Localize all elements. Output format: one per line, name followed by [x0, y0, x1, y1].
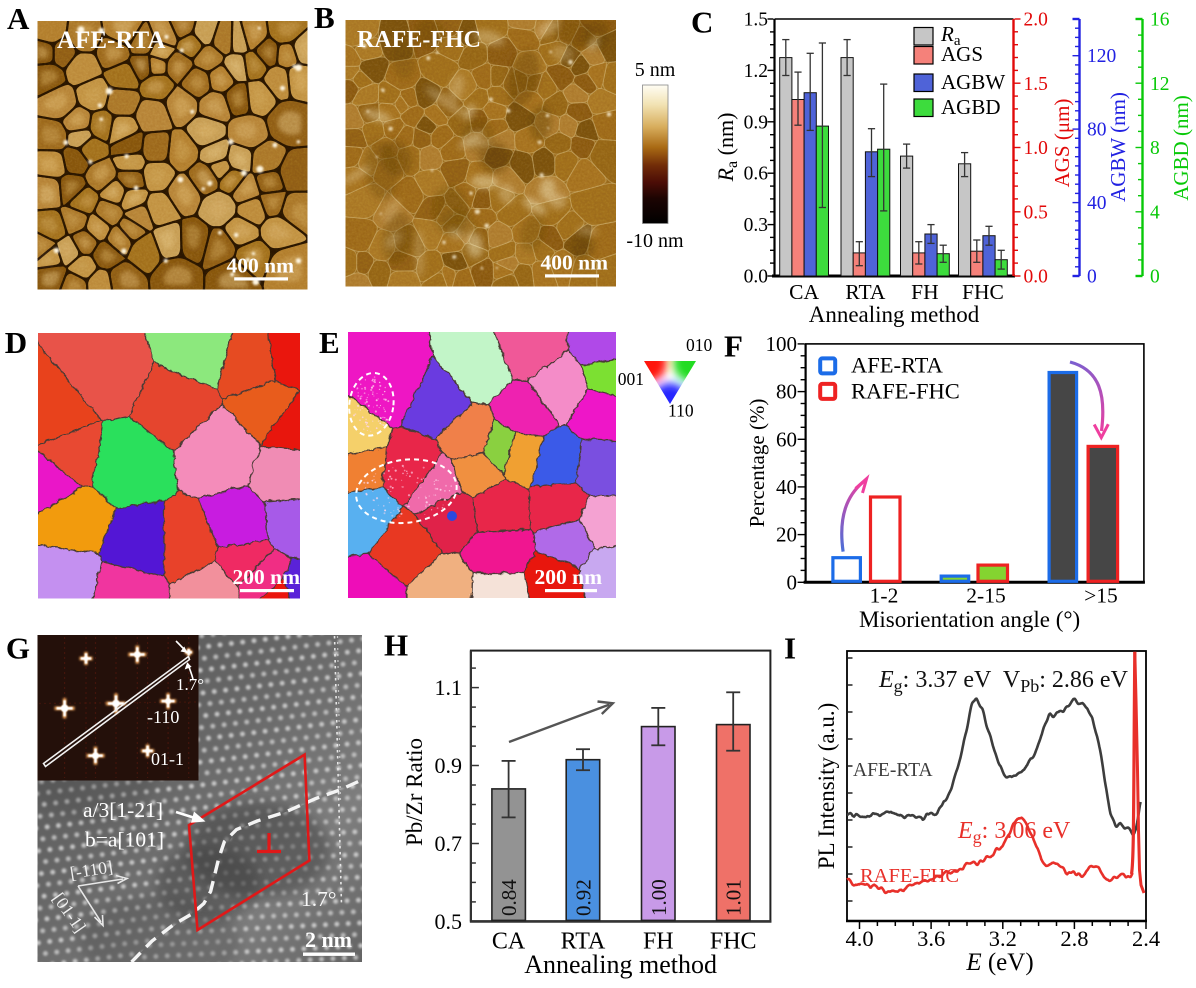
svg-text:1.00: 1.00	[647, 879, 671, 916]
svg-text:1.2: 1.2	[744, 61, 768, 82]
svg-text:Annealing method: Annealing method	[809, 302, 980, 327]
svg-text:AGS (μm): AGS (μm)	[1050, 99, 1074, 188]
svg-text:FHC: FHC	[962, 280, 1004, 304]
svg-text:FH: FH	[643, 929, 674, 955]
svg-text:RAFE-FHC: RAFE-FHC	[851, 379, 960, 404]
svg-text:2 nm: 2 nm	[305, 927, 352, 952]
svg-text:0.7: 0.7	[435, 831, 463, 856]
svg-text:C: C	[691, 5, 713, 40]
svg-text:010: 010	[686, 335, 713, 355]
svg-text:Pb/Zr Ratio: Pb/Zr Ratio	[402, 738, 427, 846]
svg-text:01-1: 01-1	[151, 749, 184, 769]
svg-text:RTA: RTA	[561, 929, 606, 955]
svg-text:Eg: 3.06 eV: Eg: 3.06 eV	[957, 818, 1071, 847]
svg-text:200 nm: 200 nm	[535, 565, 603, 589]
svg-text:200 nm: 200 nm	[233, 565, 301, 589]
svg-text:2.4: 2.4	[1132, 926, 1160, 951]
svg-text:0.0: 0.0	[1024, 267, 1048, 288]
svg-text:80: 80	[1087, 120, 1107, 141]
svg-text:0.84: 0.84	[497, 879, 521, 916]
svg-text:Annealing method: Annealing method	[524, 950, 717, 979]
svg-text:AFE-RTA: AFE-RTA	[57, 27, 165, 54]
svg-text:4.0: 4.0	[845, 926, 873, 951]
svg-text:1.7°: 1.7°	[301, 887, 336, 911]
svg-text:40: 40	[776, 475, 797, 499]
svg-text:0: 0	[1150, 267, 1160, 288]
svg-text:120: 120	[1087, 46, 1116, 67]
svg-text:AGS: AGS	[941, 42, 983, 66]
svg-text:a/3[1-21]: a/3[1-21]	[83, 798, 163, 822]
svg-text:0.9: 0.9	[435, 753, 463, 778]
svg-text:AGBD: AGBD	[941, 95, 1001, 119]
svg-text:0.5: 0.5	[435, 909, 463, 934]
svg-text:1.0: 1.0	[1024, 138, 1048, 159]
svg-text:001: 001	[618, 369, 644, 389]
svg-text:16: 16	[1150, 10, 1170, 31]
svg-text:0.0: 0.0	[744, 267, 768, 288]
svg-text:H: H	[384, 628, 408, 663]
svg-text:60: 60	[776, 427, 797, 451]
svg-text:Ra: Ra	[940, 22, 961, 49]
svg-text:A: A	[7, 1, 30, 36]
svg-text:1.5: 1.5	[744, 10, 768, 31]
svg-text:3.2: 3.2	[989, 926, 1017, 951]
svg-text:0.92: 0.92	[572, 879, 596, 916]
svg-text:D: D	[5, 325, 27, 360]
svg-text:5 nm: 5 nm	[635, 59, 676, 81]
svg-text:E: E	[319, 325, 340, 360]
svg-text:1.1: 1.1	[435, 675, 463, 700]
svg-text:1.01: 1.01	[722, 879, 746, 916]
svg-text:0.5: 0.5	[1024, 202, 1048, 223]
svg-text:G: G	[6, 631, 30, 666]
svg-text:-10 nm: -10 nm	[626, 230, 684, 252]
svg-text:80: 80	[776, 380, 797, 404]
svg-text:4: 4	[1150, 202, 1160, 223]
svg-text:2.8: 2.8	[1060, 926, 1088, 951]
svg-text:CA: CA	[789, 280, 819, 304]
svg-text:110: 110	[668, 401, 694, 421]
svg-text:Eg: 3.37 eV VPb: 2.86 eV: Eg: 3.37 eV VPb: 2.86 eV	[878, 667, 1129, 696]
svg-text:CA: CA	[492, 929, 526, 955]
svg-text:1-2: 1-2	[870, 584, 899, 608]
svg-text:E (eV): E (eV)	[965, 949, 1033, 976]
svg-text:AGBW: AGBW	[941, 70, 1005, 94]
svg-text:1.5: 1.5	[1024, 74, 1048, 95]
svg-text:Ra (nm): Ra (nm)	[713, 113, 741, 183]
svg-text:2.0: 2.0	[1024, 10, 1048, 31]
svg-text:3.6: 3.6	[917, 926, 945, 951]
svg-text:Misorientation angle (°): Misorientation angle (°)	[859, 607, 1080, 632]
svg-text:40: 40	[1087, 193, 1107, 214]
svg-text:F: F	[724, 329, 743, 364]
svg-text:RAFE-FHC: RAFE-FHC	[860, 865, 959, 887]
svg-text:PL Intensity (a.u.): PL Intensity (a.u.)	[814, 703, 839, 870]
svg-text:20: 20	[776, 523, 797, 547]
svg-text:I: I	[784, 631, 796, 666]
svg-text:Percentage (%): Percentage (%)	[745, 399, 769, 528]
svg-text:B: B	[314, 0, 335, 35]
svg-text:400 nm: 400 nm	[541, 251, 609, 275]
svg-text:AGBD (nm): AGBD (nm)	[1169, 95, 1193, 201]
svg-text:12: 12	[1150, 74, 1170, 95]
svg-text:FHC: FHC	[710, 929, 757, 955]
svg-text:1.7°: 1.7°	[176, 675, 204, 694]
svg-text:8: 8	[1150, 138, 1160, 159]
svg-text:AFE-RTA: AFE-RTA	[851, 353, 944, 378]
svg-text:>15: >15	[1084, 584, 1118, 608]
svg-text:RAFE-FHC: RAFE-FHC	[357, 27, 481, 53]
svg-text:2-15: 2-15	[966, 584, 1005, 608]
svg-text:0.6: 0.6	[744, 164, 769, 185]
svg-text:400 nm: 400 nm	[227, 254, 295, 278]
svg-text:-110: -110	[147, 707, 179, 727]
svg-text:AGBW (nm): AGBW (nm)	[1106, 92, 1130, 202]
svg-text:RTA: RTA	[845, 280, 885, 304]
svg-text:100: 100	[766, 332, 798, 356]
svg-text:0: 0	[1087, 267, 1097, 288]
svg-text:b=a[101]: b=a[101]	[85, 828, 164, 852]
svg-text:AFE-RTA: AFE-RTA	[853, 760, 933, 781]
svg-text:0.9: 0.9	[744, 112, 768, 133]
svg-text:0: 0	[787, 570, 798, 594]
svg-text:FH: FH	[911, 280, 938, 304]
svg-text:0.3: 0.3	[744, 215, 768, 236]
